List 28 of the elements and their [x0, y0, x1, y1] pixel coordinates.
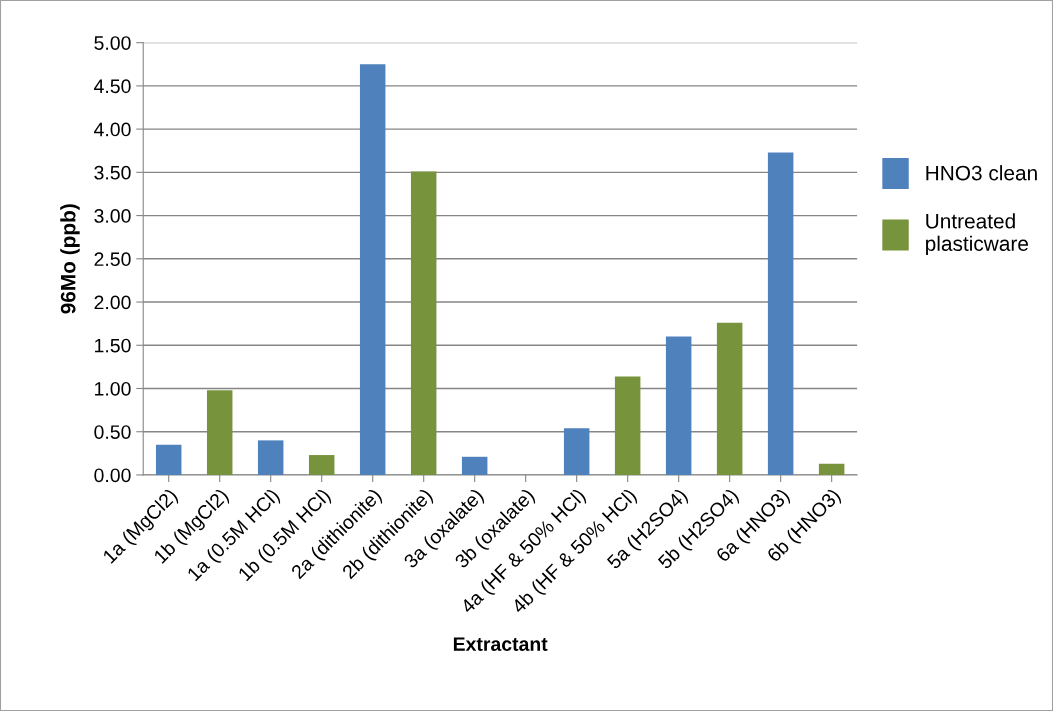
bar — [257, 440, 284, 475]
bar — [461, 456, 488, 475]
bar — [206, 390, 233, 475]
y-tick-label: 5.00 — [94, 36, 131, 50]
bar — [767, 152, 794, 475]
bar — [308, 455, 335, 475]
bar — [563, 428, 590, 475]
bar — [359, 64, 386, 475]
x-axis-title: Extractant — [453, 637, 548, 651]
y-tick-label: 4.50 — [94, 79, 131, 94]
bar — [614, 376, 641, 475]
legend-label: Untreated plasticware — [926, 213, 1028, 256]
bar — [665, 336, 692, 475]
y-tick-label: 1.50 — [95, 338, 131, 353]
y-tick-label: 0.00 — [94, 468, 131, 483]
legend-label: HNO3 clean — [926, 165, 1037, 181]
y-tick-label: 4.00 — [94, 122, 131, 137]
y-axis-title: 96Mo (ppb) — [60, 204, 80, 314]
y-tick-label: 3.50 — [94, 165, 131, 180]
bar — [155, 444, 182, 475]
y-tick-label: 0.50 — [94, 425, 131, 439]
bar — [716, 322, 743, 475]
y-tick-label: 2.50 — [94, 252, 131, 267]
bar — [818, 463, 845, 475]
y-tick-label: 2.00 — [94, 295, 131, 310]
y-tick-label: 3.00 — [94, 209, 131, 223]
y-tick-label: 1.00 — [95, 381, 131, 396]
bar — [410, 171, 437, 475]
